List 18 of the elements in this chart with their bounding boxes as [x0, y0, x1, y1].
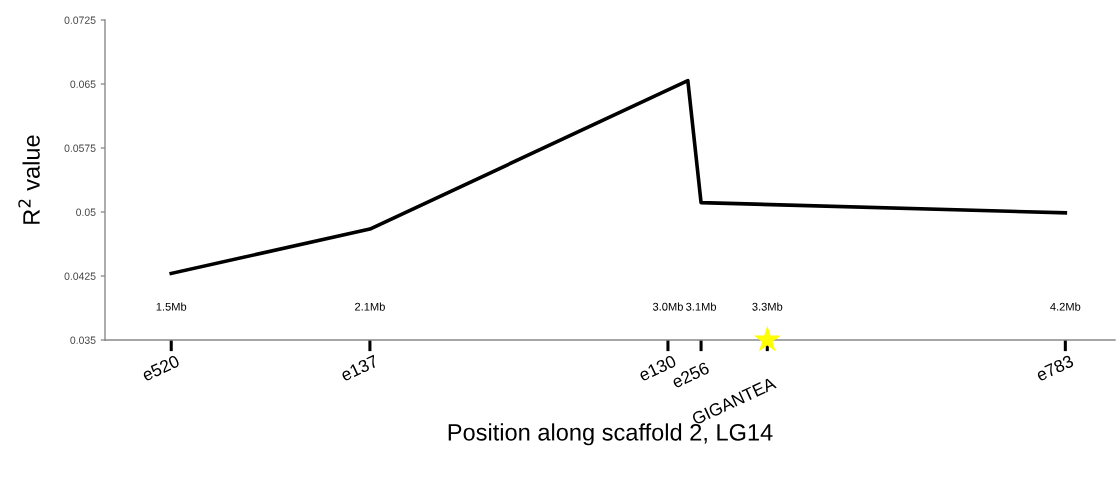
- y-axis-title: R$^{2}$ value: [18, 135, 40, 224]
- x-tick-label: 2.1Mb: [355, 302, 385, 311]
- y-tick-label: 0.0725: [64, 16, 96, 24]
- y-tick-label: 0.0425: [64, 272, 96, 280]
- text: e783: [1035, 354, 1075, 382]
- y-tick-label: 0.065: [70, 80, 96, 88]
- y-tick-label: 0.035: [70, 336, 96, 344]
- x-tick-label: 1.5Mb: [156, 302, 187, 311]
- y-tick-label: 0.05: [76, 208, 96, 216]
- x-tick-label: 3.1Mb: [686, 302, 717, 311]
- x-axis-title: Position along scaffold 2, LG14: [448, 423, 773, 446]
- x-tick-label: 4.2Mb: [1050, 302, 1081, 311]
- y-tick-label: 0.0575: [64, 144, 96, 152]
- x-tick-label: 3.3Mb: [752, 302, 783, 311]
- line-series: [169, 78, 1068, 276]
- text: e137: [339, 354, 379, 382]
- text: e520: [141, 354, 181, 382]
- x-tick-label: 3.0Mb: [652, 302, 683, 311]
